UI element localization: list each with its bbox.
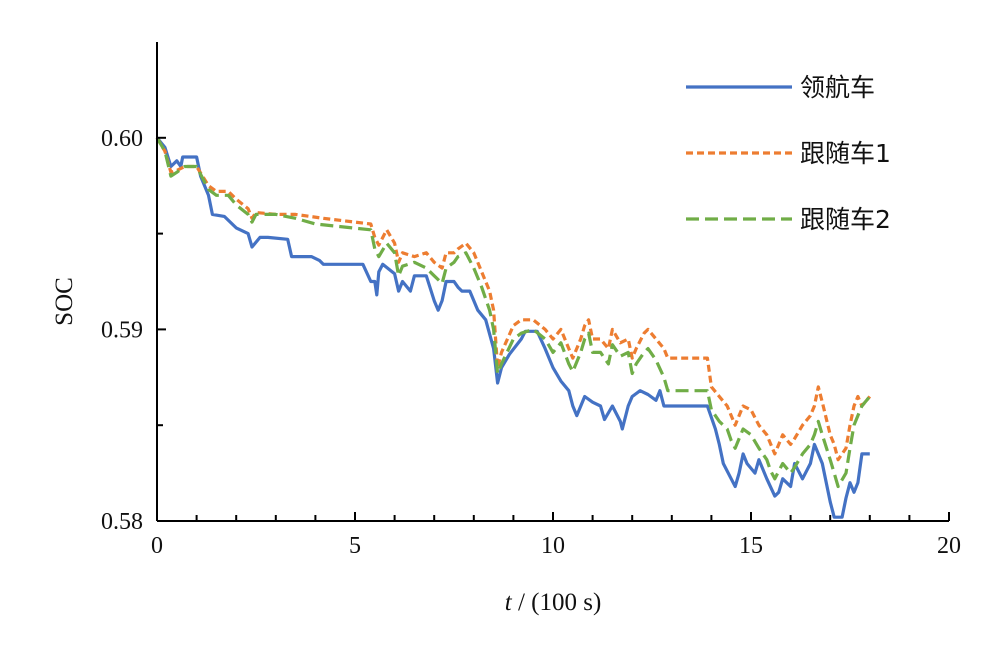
series-line-2 — [155, 136, 872, 462]
series-line-1 — [155, 136, 870, 519]
x-tick-label: 0 — [151, 533, 163, 559]
legend-label-3: 跟随车2 — [800, 205, 891, 234]
y-axis-title: SOC — [51, 277, 78, 326]
legend-label-1: 领航车 — [800, 73, 875, 102]
x-tick-label: 10 — [541, 533, 565, 559]
y-tick-label: 0.60 — [101, 126, 143, 152]
x-tick-label: 5 — [349, 533, 361, 559]
y-tick-label: 0.58 — [101, 509, 143, 535]
ticks-group: 0 5 10 15 20 0.58 0.59 0.60 — [101, 126, 961, 559]
legend-label-2: 跟随车1 — [800, 139, 891, 168]
series-group — [155, 136, 872, 519]
y-tick-label: 0.59 — [101, 317, 143, 343]
axes-group — [156, 42, 949, 522]
x-axis-title: t / (100 s) — [505, 589, 602, 616]
x-tick-label: 15 — [739, 533, 763, 559]
x-tick-label: 20 — [937, 533, 961, 559]
x-axis-title-variable: t — [505, 589, 513, 616]
x-axis-title-unit: / (100 s) — [512, 589, 602, 616]
series-line-3 — [155, 136, 872, 489]
